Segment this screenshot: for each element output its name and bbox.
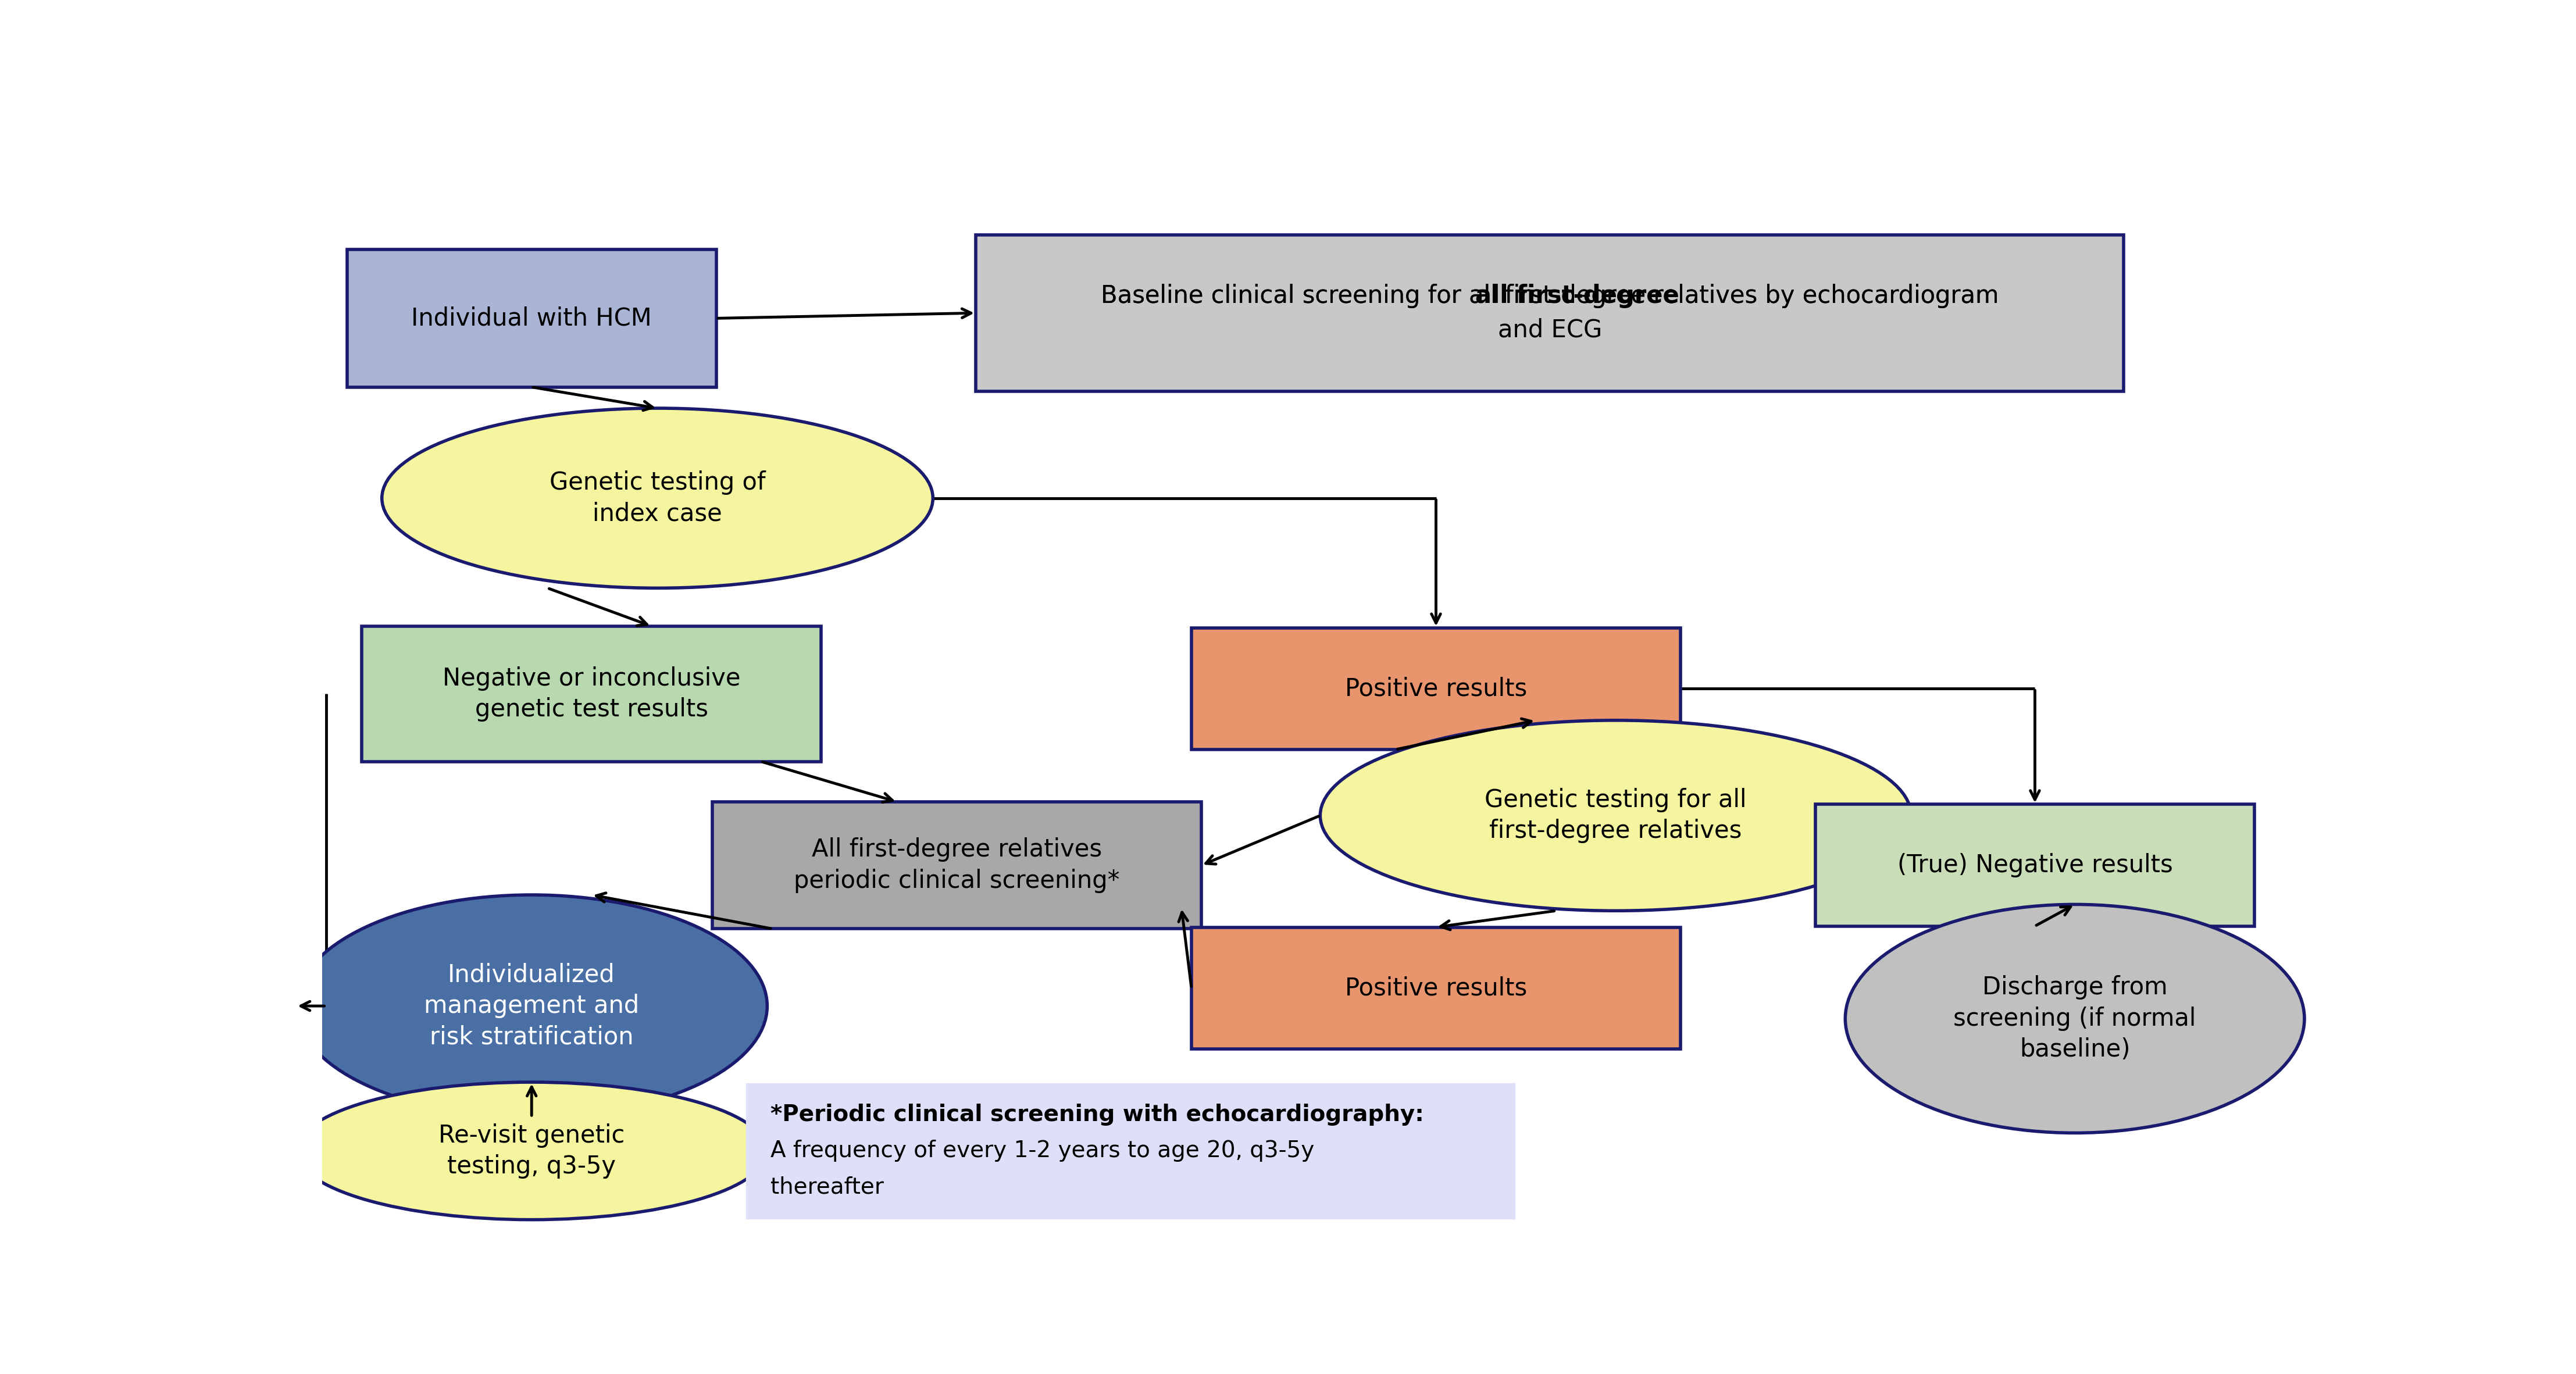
Ellipse shape [1319,720,1911,911]
Text: Genetic testing of
index case: Genetic testing of index case [549,470,765,526]
FancyBboxPatch shape [1816,804,2254,926]
Text: all first-degree: all first-degree [1476,284,1680,308]
Text: Discharge from
screening (if normal
baseline): Discharge from screening (if normal base… [1953,976,2197,1062]
FancyBboxPatch shape [348,250,716,387]
Text: Baseline clinical screening for all first-degree relatives by echocardiogram: Baseline clinical screening for all firs… [1100,284,1999,308]
FancyBboxPatch shape [361,627,822,761]
FancyBboxPatch shape [976,235,2123,392]
Text: Positive results: Positive results [1345,676,1528,701]
Text: Baseline clinical screening for: Baseline clinical screening for [1182,284,1551,308]
FancyBboxPatch shape [1193,628,1680,749]
Text: thereafter: thereafter [770,1176,884,1198]
Ellipse shape [296,894,768,1117]
Text: Positive results: Positive results [1345,976,1528,1000]
Text: Individualized
management and
risk stratification: Individualized management and risk strat… [425,963,639,1050]
Text: Baseline clinical screening for all first-degree relatives by echocardiogram: Baseline clinical screening for all firs… [1100,284,1999,308]
Text: Negative or inconclusive
genetic test results: Negative or inconclusive genetic test re… [443,666,739,721]
Ellipse shape [381,408,933,588]
Text: Individual with HCM: Individual with HCM [412,306,652,331]
FancyBboxPatch shape [1193,927,1680,1048]
FancyBboxPatch shape [747,1083,1515,1219]
Text: All first-degree relatives
periodic clinical screening*: All first-degree relatives periodic clin… [793,838,1121,893]
Ellipse shape [1844,904,2306,1134]
Text: A frequency of every 1-2 years to age 20, q3-5y: A frequency of every 1-2 years to age 20… [770,1140,1314,1162]
Text: *Periodic clinical screening with echocardiography:: *Periodic clinical screening with echoca… [770,1103,1425,1127]
Text: and ECG: and ECG [1497,317,1602,342]
FancyBboxPatch shape [714,802,1200,929]
Ellipse shape [296,1083,768,1220]
Text: Re-visit genetic
testing, q3-5y: Re-visit genetic testing, q3-5y [438,1123,626,1179]
Text: (True) Negative results: (True) Negative results [1896,853,2172,878]
Text: Genetic testing for all
first-degree relatives: Genetic testing for all first-degree rel… [1484,787,1747,844]
